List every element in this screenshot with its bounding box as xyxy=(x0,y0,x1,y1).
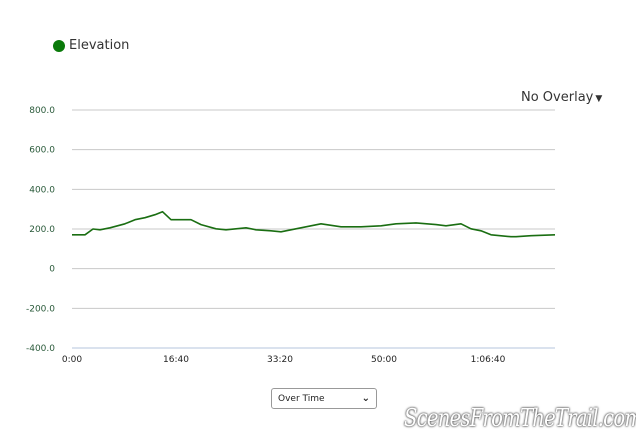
legend-label: Elevation xyxy=(69,38,130,53)
elevation-chart: 800.0 600.0 400.0 200.0 0 -200.0 -400.0 0:00 16:… xyxy=(26,106,556,365)
x-tick-label: 0:00 xyxy=(62,355,82,365)
x-tick-label: 33:20 xyxy=(267,355,293,365)
y-tick-label: 800.0 xyxy=(29,106,55,116)
series-dot-icon xyxy=(53,39,65,52)
legend-item-elevation[interactable]: Elevation xyxy=(53,38,129,53)
x-tick-label: 1:06:40 xyxy=(471,355,506,365)
watermark-logo: ScenesFromTheTrail.com xyxy=(404,404,636,432)
y-tick-label: 400.0 xyxy=(29,185,55,195)
y-tick-label: -200.0 xyxy=(26,304,55,314)
x-tick-label: 50:00 xyxy=(371,355,397,365)
x-tick-label: 16:40 xyxy=(163,355,189,365)
overlay-dropdown[interactable]: No Overlay ▼ xyxy=(521,90,602,105)
mode-select-value: Over Time xyxy=(278,393,325,404)
mode-select[interactable]: Over Time ⌄ xyxy=(271,388,377,409)
overlay-label: No Overlay xyxy=(521,90,594,105)
y-tick-label: 600.0 xyxy=(29,146,55,156)
y-tick-label: 200.0 xyxy=(29,225,55,235)
y-tick-label: -400.0 xyxy=(26,344,55,354)
caret-down-icon: ▼ xyxy=(595,94,603,104)
chevron-down-icon: ⌄ xyxy=(361,393,370,404)
y-tick-label: 0 xyxy=(49,265,55,275)
elevation-series-line xyxy=(72,210,556,238)
